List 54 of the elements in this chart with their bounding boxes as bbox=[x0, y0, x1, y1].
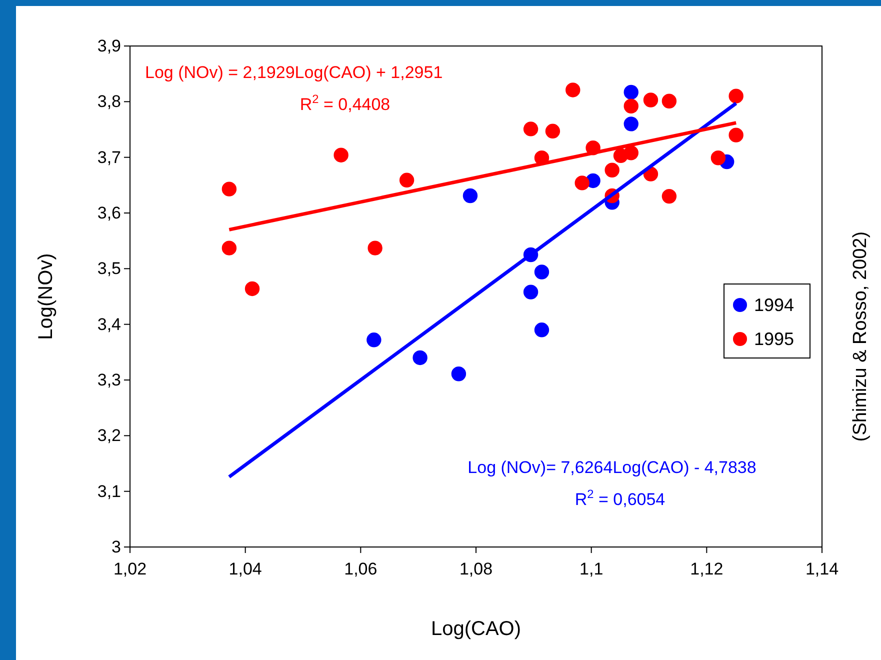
annotation: Log (NOv) = 2,1929Log(CAO) + 1,2951 bbox=[145, 63, 443, 82]
point bbox=[451, 366, 466, 382]
point bbox=[624, 98, 638, 114]
y-tick-label: 3,1 bbox=[97, 482, 121, 501]
point bbox=[412, 350, 428, 366]
point bbox=[643, 92, 658, 108]
y-tick-label: 3,5 bbox=[97, 259, 121, 278]
point bbox=[566, 82, 580, 98]
x-tick-label: 1,14 bbox=[805, 560, 839, 579]
annotation: R$^{2}$ = 0,6054 bbox=[574, 487, 666, 509]
x-tick-label: 1,06 bbox=[344, 560, 378, 579]
x-axis-title: Log(CAO) bbox=[430, 618, 522, 640]
point bbox=[710, 150, 726, 166]
point bbox=[728, 128, 744, 142]
point bbox=[545, 124, 560, 139]
point bbox=[534, 322, 550, 338]
y-tick-label: 3,4 bbox=[97, 314, 121, 334]
text: (Shimizu & Rosso, 2002) bbox=[850, 231, 871, 442]
y-axis-title: Log(NOv) bbox=[35, 253, 57, 340]
legend-label: 1994 bbox=[754, 295, 794, 315]
point bbox=[222, 182, 237, 196]
point bbox=[222, 240, 237, 256]
point bbox=[624, 116, 638, 132]
y-tick-label: 3 bbox=[112, 537, 121, 556]
point bbox=[604, 162, 620, 178]
annotation: R$^{2}$ = 0,4408 bbox=[300, 92, 390, 114]
x-tick-label: 1,08 bbox=[459, 560, 493, 579]
point bbox=[523, 122, 538, 136]
legend-label: 1995 bbox=[754, 329, 794, 349]
point bbox=[534, 264, 550, 280]
point bbox=[244, 281, 260, 296]
x-tick-label: 1,04 bbox=[228, 560, 262, 579]
point bbox=[662, 188, 677, 204]
y-tick-label: 3,7 bbox=[97, 148, 121, 167]
x-tick-label: 1,12 bbox=[690, 560, 724, 579]
y-tick-label: 3,6 bbox=[97, 203, 121, 222]
point bbox=[399, 172, 414, 188]
annotation: Log (NOv)= 7,6264Log(CAO) - 4,7838 bbox=[468, 458, 756, 477]
point bbox=[523, 284, 538, 300]
y-tick-label: 3,8 bbox=[97, 92, 121, 112]
y-tick-label: 3,3 bbox=[97, 370, 121, 390]
y-tick-label: 3,9 bbox=[97, 36, 121, 56]
y-tick-label: 3,2 bbox=[97, 426, 121, 446]
point bbox=[728, 88, 744, 104]
x-tick-label: 1,02 bbox=[113, 560, 147, 579]
x-tick-label: 1,1 bbox=[580, 560, 604, 579]
point bbox=[334, 148, 348, 162]
point bbox=[624, 146, 638, 160]
point bbox=[574, 176, 590, 190]
point bbox=[462, 188, 478, 204]
point bbox=[368, 240, 382, 256]
point bbox=[366, 332, 382, 348]
point bbox=[662, 94, 677, 108]
point bbox=[624, 84, 638, 100]
